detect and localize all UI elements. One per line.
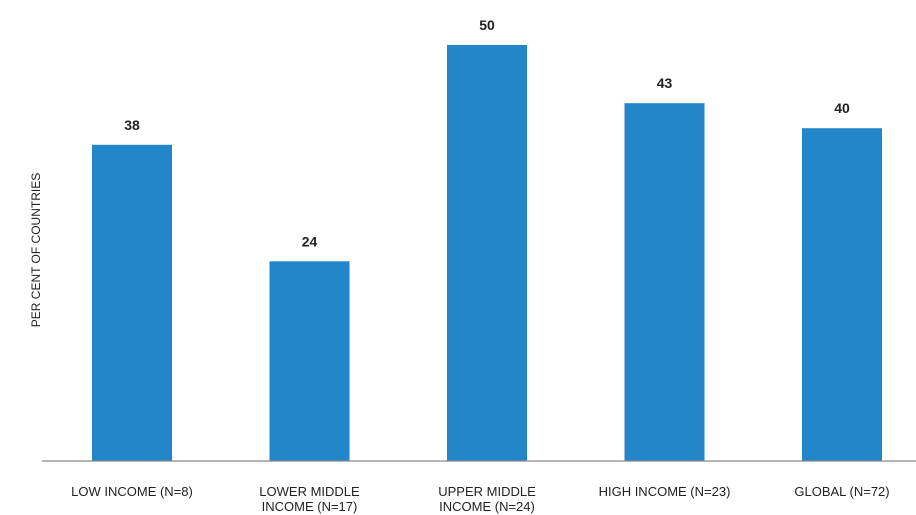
bars-group (92, 45, 882, 462)
bar-value-label: 43 (657, 75, 673, 91)
bar (802, 128, 882, 461)
bar (92, 144, 172, 462)
category-label: INCOME (N=24) (439, 499, 535, 514)
bar (269, 261, 350, 461)
bar-value-label: 40 (834, 100, 850, 116)
bar (447, 45, 527, 461)
category-label: INCOME (N=17) (262, 499, 358, 514)
bar-value-label: 24 (302, 233, 318, 249)
category-label: UPPER MIDDLE (438, 484, 536, 499)
category-label: GLOBAL (N=72) (794, 484, 889, 499)
y-axis-title: PER CENT OF COUNTRIES (29, 173, 43, 327)
category-label: LOWER MIDDLE (259, 484, 360, 499)
bar (624, 103, 705, 461)
category-label: LOW INCOME (N=8) (71, 484, 193, 499)
bar-value-label: 38 (124, 117, 140, 133)
bar-value-label: 50 (479, 17, 495, 33)
category-label: HIGH INCOME (N=23) (599, 484, 731, 499)
value-labels-group: 38 24 50 43 40 (124, 17, 850, 249)
